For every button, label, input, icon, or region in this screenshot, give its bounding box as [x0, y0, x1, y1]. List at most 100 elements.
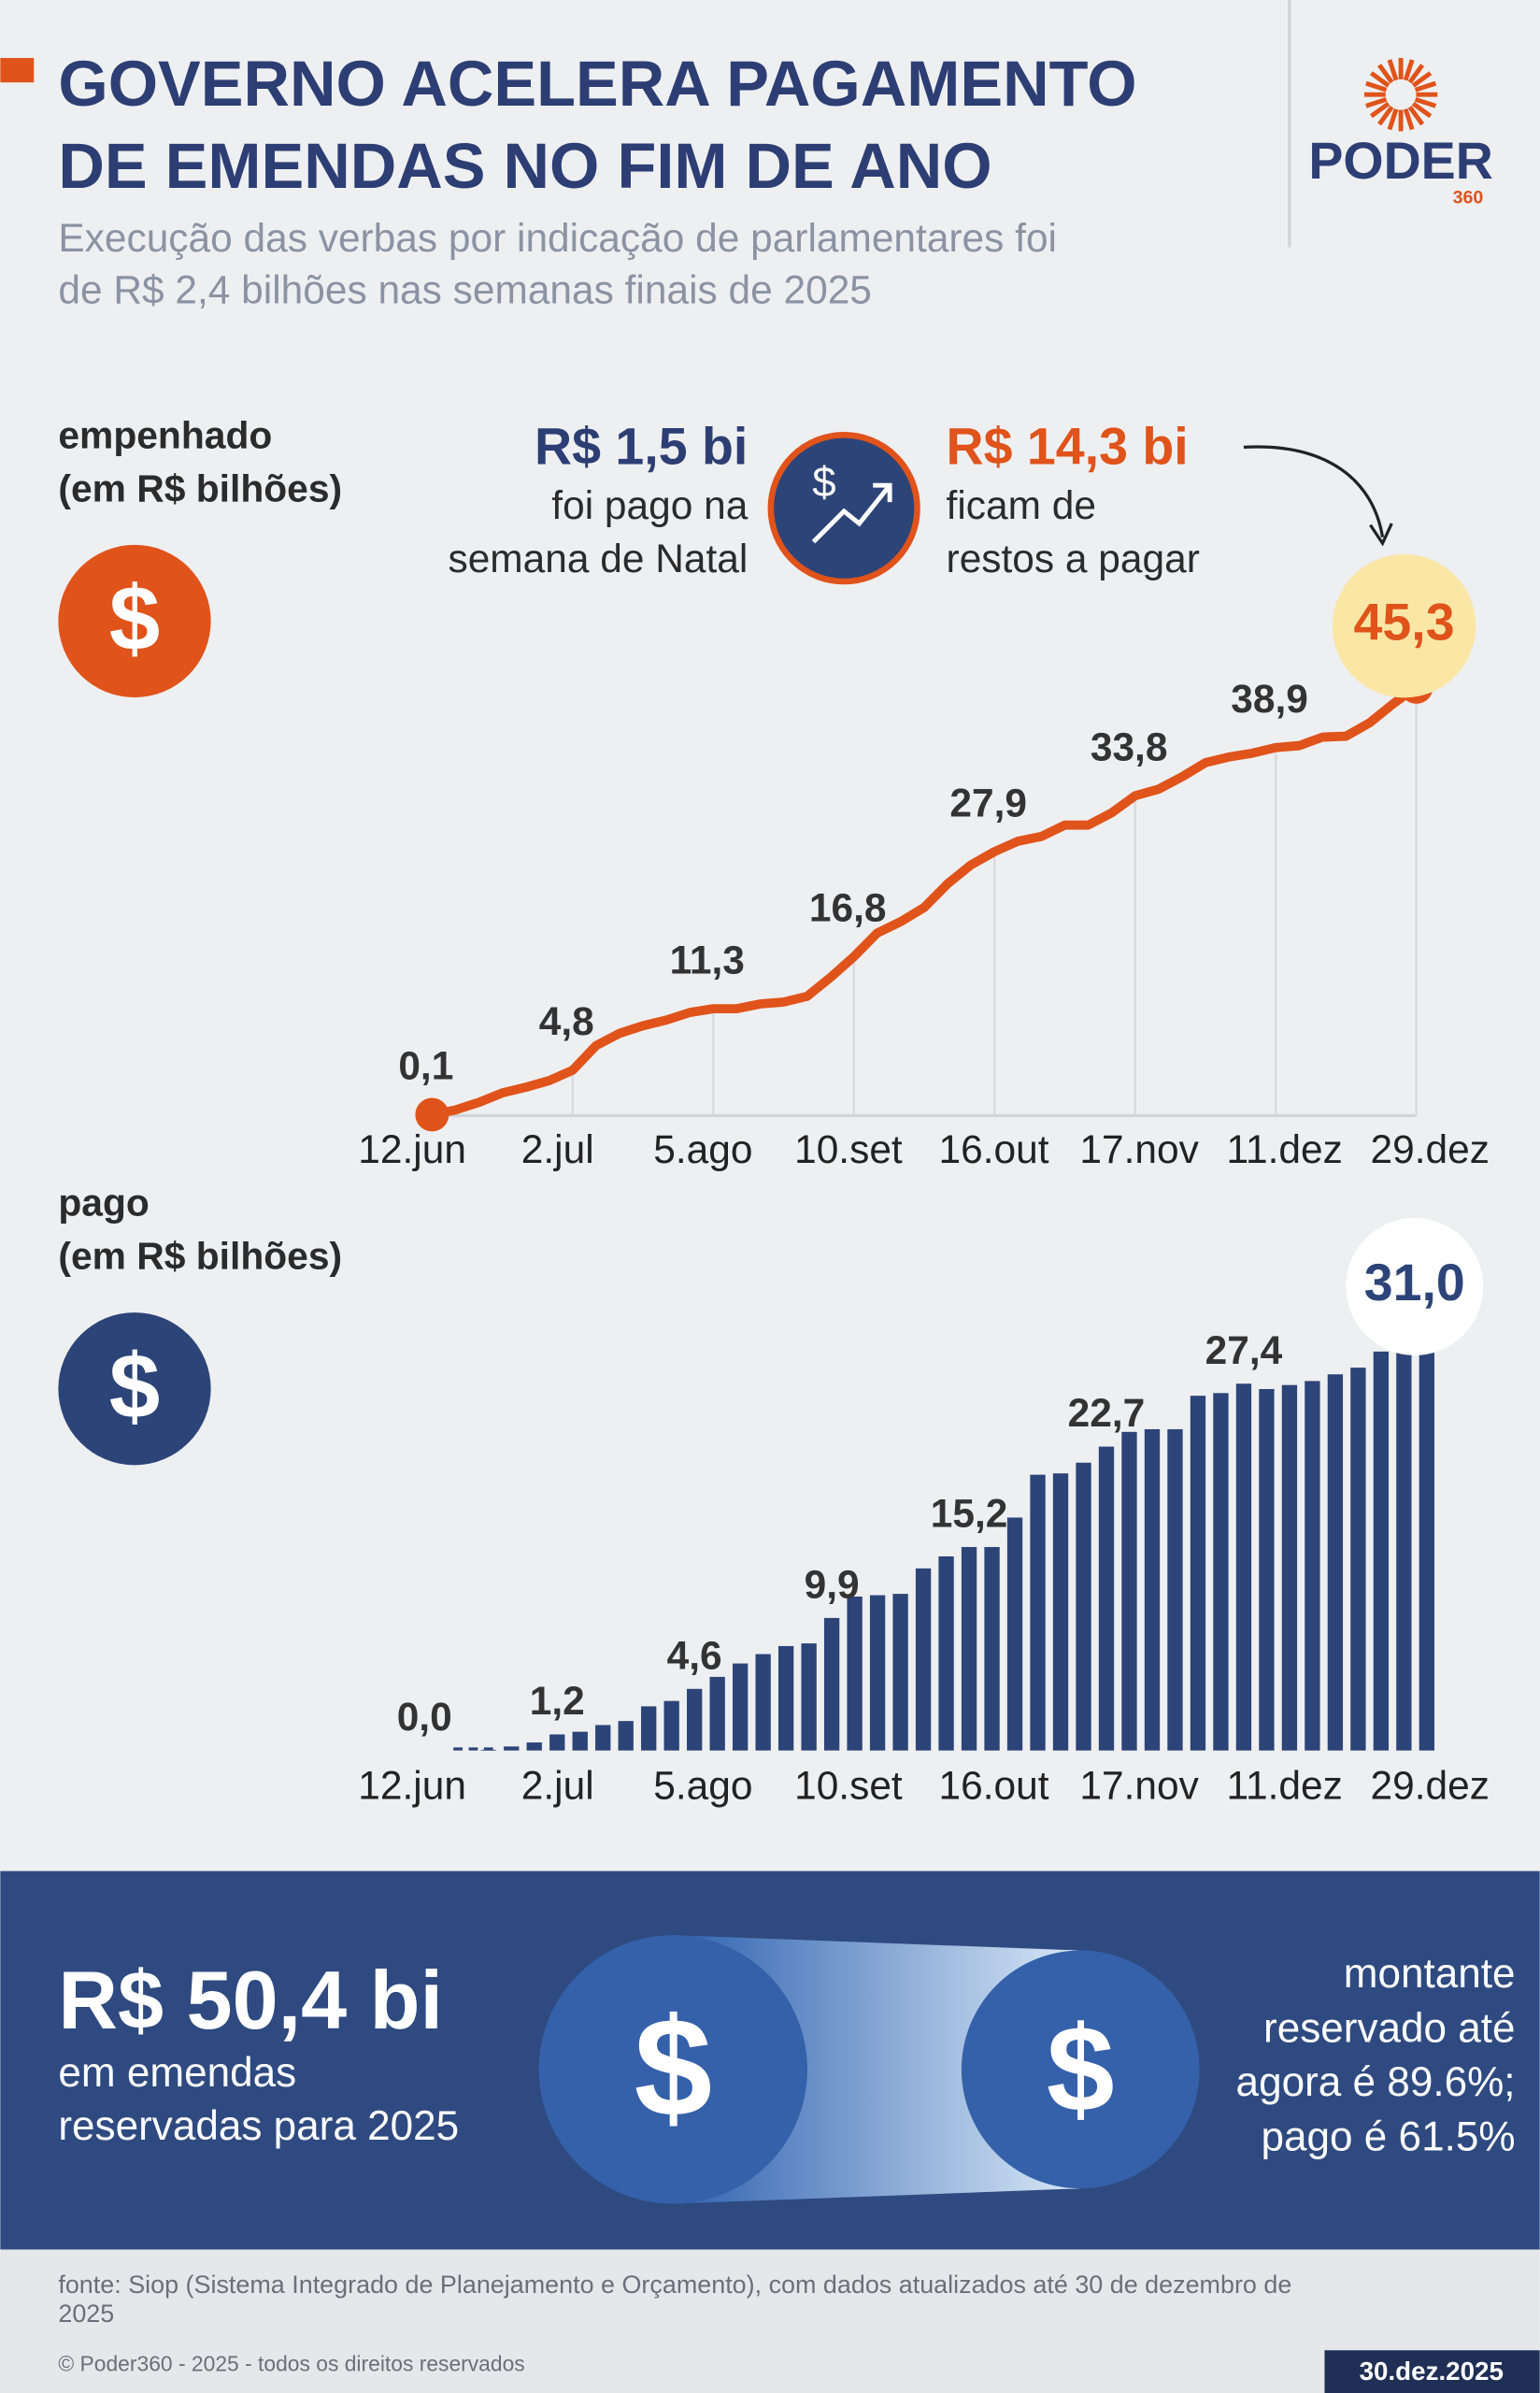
bar	[709, 1676, 725, 1751]
logo-ray	[1377, 64, 1394, 84]
copyright: © Poder360 - 2025 - todos os direitos re…	[58, 2352, 524, 2376]
accent	[0, 58, 35, 83]
logo-ray	[1411, 101, 1433, 119]
date-box	[1324, 2350, 1540, 2393]
subtitle: Execução das verbas por indicação de par…	[58, 216, 1057, 260]
source: 2025	[58, 2300, 114, 2328]
bar	[984, 1546, 1000, 1751]
logo-ray	[1365, 96, 1388, 108]
chart-title: empenhado	[58, 413, 272, 456]
x-tick-label: 12.jun	[358, 1764, 466, 1808]
logo-ray	[1369, 101, 1390, 119]
icon	[58, 1312, 211, 1466]
summary-text: reservadas para 2025	[58, 2103, 459, 2149]
bar	[1121, 1431, 1137, 1751]
bar	[892, 1594, 908, 1751]
callout-text: ficam de	[947, 483, 1096, 527]
data-label: 27,4	[1205, 1328, 1283, 1372]
summary-note: montante	[1344, 1951, 1516, 1997]
summary-note: agora é 89.6%;	[1236, 2059, 1516, 2105]
bar	[1350, 1368, 1366, 1751]
x-tick-label: 16.out	[939, 1127, 1049, 1171]
icon-symbol: $	[635, 1988, 713, 2145]
logo-ray	[1387, 107, 1399, 131]
highlight	[1332, 553, 1476, 698]
x-tick-label: 11.dez	[1227, 1127, 1343, 1171]
bar	[1419, 1335, 1435, 1751]
bar	[687, 1688, 703, 1751]
source: fonte: Siop (Sistema Integrado de Planej…	[58, 2271, 1291, 2299]
pointer	[1243, 445, 1385, 537]
icon-symbol: $	[1047, 2000, 1115, 2137]
highlight	[1346, 1217, 1484, 1355]
logo-ray	[1387, 59, 1399, 81]
bar	[1259, 1388, 1275, 1751]
logo-ray	[1365, 80, 1388, 93]
callout-text: semana de Natal	[448, 537, 748, 580]
bar	[755, 1654, 771, 1751]
icon-symbol: $	[812, 458, 835, 506]
bar	[1305, 1381, 1320, 1751]
bar	[641, 1706, 657, 1751]
logo-ray	[1403, 107, 1415, 131]
x-tick-label: 17.nov	[1079, 1127, 1199, 1171]
data-label: 0,0	[397, 1695, 452, 1739]
bar	[801, 1643, 817, 1751]
coin	[538, 1935, 807, 2204]
bar	[1396, 1346, 1412, 1751]
data-label: 16,8	[809, 886, 887, 930]
logo-ray	[1414, 96, 1437, 108]
pointer-head	[1369, 523, 1393, 547]
summary-note: pago é 61.5%	[1262, 2114, 1516, 2160]
logo-ray	[1407, 64, 1425, 84]
bar	[595, 1725, 611, 1751]
data-label: 4,6	[667, 1633, 722, 1677]
callout-icon	[767, 432, 920, 585]
bar	[549, 1734, 565, 1751]
charts: 0,1 4,8 11,3 16,8 27,9 33,8 38,9 45,3 12.jun 2.ju…	[358, 553, 1490, 1808]
summary-note: reservado até	[1263, 2006, 1516, 2052]
data-label: 11,3	[670, 938, 745, 982]
x-tick-label: 2.jul	[521, 1127, 594, 1171]
bar	[526, 1742, 542, 1751]
data-label: 31,0	[1364, 1254, 1465, 1311]
title: GOVERNO ACELERA PAGAMENTO	[58, 48, 1136, 120]
bar	[663, 1700, 679, 1751]
data-label: 45,3	[1354, 593, 1455, 651]
x-tick-label: 5.ago	[653, 1127, 752, 1171]
data-label: 4,8	[539, 999, 594, 1043]
logo-ray	[1369, 71, 1390, 88]
bar	[1373, 1351, 1390, 1751]
logo-sun	[1363, 58, 1438, 132]
brand-number: 360	[1453, 187, 1484, 208]
x-tick-label: 29.dez	[1371, 1127, 1490, 1171]
chart-title: pago	[58, 1182, 149, 1225]
x-tick-label: 10.set	[794, 1127, 903, 1171]
data-label: 0,1	[398, 1044, 453, 1088]
logo-ray	[1414, 80, 1437, 93]
date: 30.dez.2025	[1360, 2357, 1504, 2386]
logo-ray	[1377, 105, 1394, 126]
x-tick-label: 16.out	[939, 1764, 1049, 1808]
bar	[1030, 1474, 1046, 1751]
subtitle: de R$ 2,4 bilhões nas semanas finais de …	[58, 268, 872, 312]
icon-symbol: $	[109, 1334, 160, 1437]
x-tick-label: 2.jul	[521, 1764, 594, 1808]
line	[431, 682, 1419, 1120]
data-label: 1,2	[530, 1679, 585, 1723]
bar	[1052, 1473, 1069, 1751]
bar	[961, 1546, 977, 1751]
chart-subtitle: (em R$ bilhões)	[58, 466, 342, 509]
bar	[504, 1746, 520, 1751]
bar	[869, 1595, 886, 1751]
callout-text: foi pago na	[551, 483, 748, 527]
icon-symbol: $	[109, 566, 160, 669]
x-tick-label: 5.ago	[653, 1764, 752, 1808]
logo-ray	[1407, 105, 1425, 126]
point	[415, 1097, 449, 1132]
data-label: 15,2	[931, 1492, 1008, 1536]
bar	[1076, 1462, 1091, 1751]
x-tick-label: 10.set	[794, 1764, 903, 1808]
data-label: 22,7	[1068, 1391, 1146, 1435]
